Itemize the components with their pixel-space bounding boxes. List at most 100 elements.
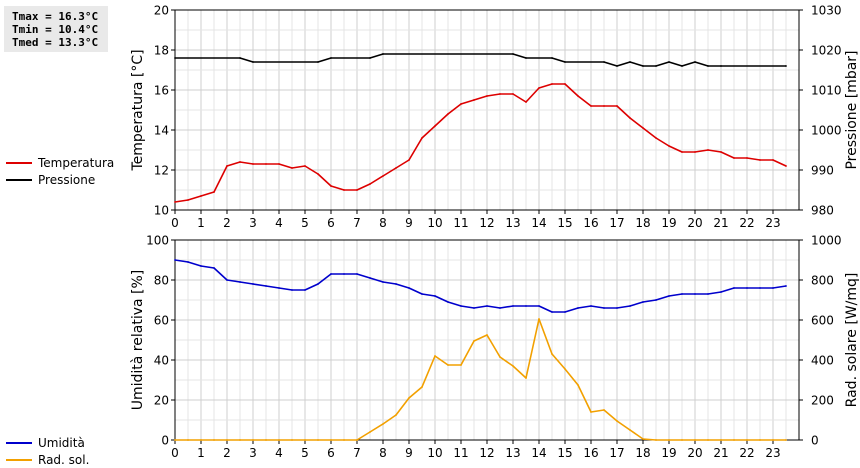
top-yright-tick-label: 1000 (811, 124, 842, 138)
data-point-rad-sol (720, 439, 722, 441)
series-line-umidit (174, 259, 787, 313)
bottom-yleft-axis-label: Umidità relativa [%] (130, 270, 146, 411)
data-point-temperatura (343, 189, 345, 191)
data-point-umidit (369, 277, 371, 279)
top-x-tick-label: 20 (687, 216, 702, 230)
bottom-x-tick-label: 17 (609, 446, 624, 460)
top-x-tick-label: 1 (197, 216, 205, 230)
data-point-umidit (473, 307, 475, 309)
top-yleft-tick-label: 12 (154, 164, 169, 178)
data-point-temperatura (421, 137, 423, 139)
bottom-x-tick-label: 19 (661, 446, 676, 460)
bottom-x-tick-label: 1 (197, 446, 205, 460)
data-point-umidit (434, 295, 436, 297)
data-point-rad-sol (681, 439, 683, 441)
legend-swatch-umidita (6, 441, 32, 444)
data-point-rad-sol (642, 438, 644, 440)
data-point-rad-sol (577, 384, 579, 386)
data-point-umidit (356, 273, 358, 275)
data-point-rad-sol (343, 439, 345, 441)
data-point-temperatura (538, 87, 540, 89)
data-point-umidit (408, 287, 410, 289)
bottom-x-tick-label: 22 (739, 446, 754, 460)
data-point-rad-sol (278, 439, 280, 441)
data-point-umidit (486, 305, 488, 307)
data-point-umidit (655, 299, 657, 301)
data-point-temperatura (551, 83, 553, 85)
top-yright-tick-label: 1030 (811, 4, 842, 18)
data-point-umidit (603, 307, 605, 309)
top-x-tick-label: 7 (353, 216, 361, 230)
top-x-tick-label: 15 (557, 216, 572, 230)
data-point-pressione (564, 61, 566, 63)
data-point-umidit (330, 273, 332, 275)
data-point-umidit (772, 287, 774, 289)
data-point-rad-sol (304, 439, 306, 441)
data-point-temperatura (603, 105, 605, 107)
bottom-x-tick-label: 7 (353, 446, 361, 460)
top-x-tick-label: 6 (327, 216, 335, 230)
data-point-temperatura (733, 157, 735, 159)
data-point-temperatura (681, 151, 683, 153)
bottom-yright-axis-label: Rad. solare [W/mq] (844, 273, 860, 408)
data-point-rad-sol (473, 340, 475, 342)
data-point-pressione (525, 57, 527, 59)
data-point-rad-sol (603, 409, 605, 411)
data-point-pressione (720, 65, 722, 67)
data-point-rad-sol (707, 439, 709, 441)
data-point-umidit (733, 287, 735, 289)
data-point-temperatura (759, 159, 761, 161)
data-point-temperatura (252, 163, 254, 165)
data-point-rad-sol (694, 439, 696, 441)
data-point-umidit (252, 283, 254, 285)
data-point-umidit (226, 279, 228, 281)
data-point-temperatura (499, 93, 501, 95)
data-point-temperatura (629, 117, 631, 119)
top-x-tick-label: 4 (275, 216, 283, 230)
data-point-rad-sol (564, 368, 566, 370)
series-line-temperatura (174, 83, 787, 203)
tmed-label: Tmed = 13.3°C (12, 36, 99, 49)
data-point-temperatura (291, 167, 293, 169)
bottom-yleft-tick-label: 40 (154, 354, 169, 368)
bottom-yleft-tick-label: 60 (154, 314, 169, 328)
bottom-yright-tick-label: 600 (811, 314, 834, 328)
data-point-rad-sol (291, 439, 293, 441)
data-point-rad-sol (252, 439, 254, 441)
bottom-yleft-tick-label: 20 (154, 394, 169, 408)
bottom-x-tick-label: 8 (379, 446, 387, 460)
data-point-umidit (343, 273, 345, 275)
legend-entry-umidita: Umidità (6, 434, 89, 451)
top-x-tick-label: 3 (249, 216, 257, 230)
bottom-x-tick-label: 9 (405, 446, 413, 460)
data-point-umidit (785, 285, 787, 287)
bottom-x-tick-label: 21 (713, 446, 728, 460)
data-point-pressione (174, 57, 176, 59)
data-point-pressione (603, 61, 605, 63)
top-yright-tick-label: 980 (811, 204, 834, 218)
data-point-rad-sol (213, 439, 215, 441)
top-x-tick-label: 17 (609, 216, 624, 230)
bottom-x-tick-label: 4 (275, 446, 283, 460)
data-point-umidit (395, 283, 397, 285)
data-point-umidit (278, 287, 280, 289)
tmax-label: Tmax = 16.3°C (12, 10, 99, 23)
data-point-temperatura (707, 149, 709, 151)
top-x-tick-label: 23 (765, 216, 780, 230)
data-point-rad-sol (330, 439, 332, 441)
legend-swatch-temperatura (6, 161, 32, 164)
top-x-tick-label: 18 (635, 216, 650, 230)
data-point-rad-sol (200, 439, 202, 441)
data-point-pressione (785, 65, 787, 67)
data-point-temperatura (694, 151, 696, 153)
legend-label-temperatura: Temperatura (38, 155, 115, 170)
data-point-rad-sol (369, 431, 371, 433)
data-point-temperatura (265, 163, 267, 165)
data-point-pressione (317, 61, 319, 63)
data-point-umidit (460, 305, 462, 307)
bottom-x-tick-label: 12 (479, 446, 494, 460)
data-point-rad-sol (772, 439, 774, 441)
data-point-temperatura (356, 189, 358, 191)
data-point-temperatura (486, 95, 488, 97)
legend-entry-temperatura: Temperatura (6, 154, 114, 171)
